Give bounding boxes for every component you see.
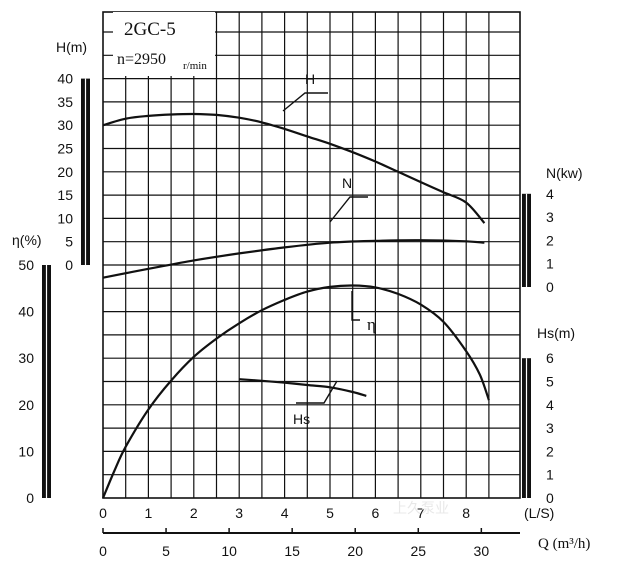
q-ls-tick: 4 bbox=[281, 505, 289, 521]
eta-curve-label: η bbox=[367, 315, 376, 334]
speed-unit: r/min bbox=[183, 60, 207, 72]
q-m3h-tick: 25 bbox=[410, 543, 426, 559]
h-axis-label: H(m) bbox=[56, 39, 87, 55]
hs-axis-tick: 2 bbox=[546, 443, 554, 459]
h-axis-tick: 20 bbox=[57, 164, 73, 180]
curve-n bbox=[103, 240, 484, 278]
n-axis-label: N(kw) bbox=[546, 165, 583, 181]
eta-axis-tick: 20 bbox=[18, 397, 34, 413]
n-axis-tick: 4 bbox=[546, 186, 554, 202]
n-axis-tick: 0 bbox=[546, 279, 554, 295]
speed-label: n=2950 bbox=[117, 51, 166, 68]
n-curve-label: N bbox=[342, 175, 352, 191]
h-axis-tick: 0 bbox=[65, 257, 73, 273]
q-m3h-tick: 15 bbox=[284, 543, 300, 559]
q-ls-unit: (L/S) bbox=[524, 505, 554, 521]
q-m3h-tick: 20 bbox=[347, 543, 363, 559]
q-ls-tick: 8 bbox=[462, 505, 470, 521]
q-ls-tick: 2 bbox=[190, 505, 198, 521]
hs-axis-tick: 1 bbox=[546, 467, 554, 483]
q-m3h-tick: 5 bbox=[162, 543, 170, 559]
q-ls-tick: 0 bbox=[99, 505, 107, 521]
chart-title: 2GC-5 bbox=[124, 19, 176, 40]
h-curve-label: H bbox=[305, 71, 315, 87]
eta-axis-tick: 0 bbox=[26, 490, 34, 506]
n-axis-tick: 1 bbox=[546, 256, 554, 272]
h-axis-tick: 10 bbox=[57, 210, 73, 226]
h-axis-tick: 35 bbox=[57, 94, 73, 110]
q-m3h-tick: 0 bbox=[99, 543, 107, 559]
q-ls-tick: 6 bbox=[372, 505, 380, 521]
eta-axis-tick: 50 bbox=[18, 257, 34, 273]
eta-axis-tick: 30 bbox=[18, 350, 34, 366]
watermark-text: 上久泵业 bbox=[393, 501, 449, 517]
q-ls-tick: 3 bbox=[235, 505, 243, 521]
eta-axis-tick: 40 bbox=[18, 304, 34, 320]
eta-axis-tick: 10 bbox=[18, 443, 34, 459]
hs-axis-tick: 5 bbox=[546, 374, 554, 390]
n-axis-tick: 2 bbox=[546, 232, 554, 248]
h-axis-tick: 25 bbox=[57, 141, 73, 157]
eta-axis-label: η(%) bbox=[12, 232, 42, 248]
h-axis-tick: 15 bbox=[57, 187, 73, 203]
q-ls-tick: 5 bbox=[326, 505, 334, 521]
hs-axis-tick: 0 bbox=[546, 490, 554, 506]
q-m3h-tick: 10 bbox=[221, 543, 237, 559]
chart-axes: 0510152025303540H(m)01020304050η(%)01234… bbox=[12, 39, 590, 559]
h-axis-tick: 30 bbox=[57, 117, 73, 133]
hs-axis-tick: 4 bbox=[546, 397, 554, 413]
hs-axis-tick: 3 bbox=[546, 420, 554, 436]
q-m3h-unit: Q (m³/h) bbox=[538, 536, 590, 552]
hs-axis-label: Hs(m) bbox=[537, 325, 575, 341]
h-axis-tick: 40 bbox=[57, 71, 73, 87]
n-axis-tick: 3 bbox=[546, 209, 554, 225]
curve-h bbox=[103, 114, 484, 223]
curve-eta bbox=[103, 285, 489, 498]
h-axis-tick: 5 bbox=[65, 234, 73, 250]
q-ls-tick: 1 bbox=[145, 505, 153, 521]
q-m3h-tick: 30 bbox=[474, 543, 490, 559]
hs-axis-tick: 6 bbox=[546, 350, 554, 366]
hs-curve-label: Hs bbox=[293, 411, 310, 427]
